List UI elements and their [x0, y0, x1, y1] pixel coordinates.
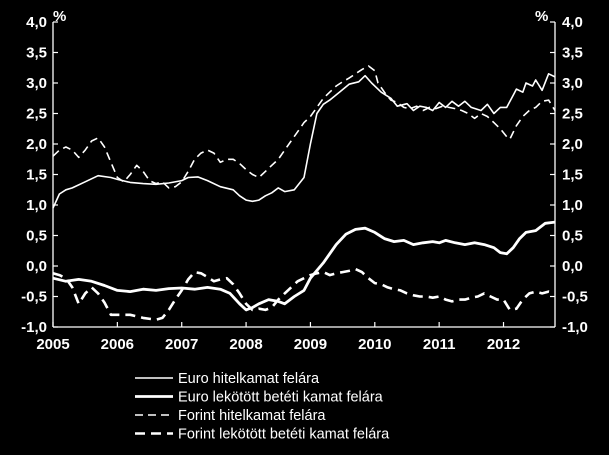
- right-y-tick-label: 3,5: [562, 45, 583, 62]
- right-y-tick-label: 2,0: [562, 136, 583, 153]
- right-y-tick-label: 1,5: [562, 167, 583, 184]
- right-y-tick-label: 3,0: [562, 75, 583, 92]
- left-y-tick-label: 0,0: [26, 258, 47, 275]
- left-y-tick-label: 1,0: [26, 197, 47, 214]
- left-y-tick-label: 2,0: [26, 136, 47, 153]
- left-y-tick-label: -1,0: [21, 319, 47, 336]
- left-y-tick-label: 2,5: [26, 106, 47, 123]
- x-tick-label: 2009: [294, 336, 327, 353]
- legend-label-4: Forint lekötött betéti kamat felára: [178, 427, 390, 443]
- x-tick-label: 2005: [36, 336, 69, 353]
- series-4-line: [52, 267, 556, 321]
- x-tick-label: 2007: [165, 336, 198, 353]
- left-y-tick-label: -0,5: [21, 289, 47, 306]
- legend-label-2: Euro lekötött betéti kamat felára: [178, 390, 384, 406]
- left-y-tick-label: 4,0: [26, 14, 47, 31]
- right-y-tick-label: 0,5: [562, 228, 583, 245]
- legend-label-3: Forint hitelkamat felára: [178, 408, 326, 424]
- x-tick-label: 2006: [101, 336, 134, 353]
- left-y-tick-label: 3,5: [26, 45, 47, 62]
- left-y-unit: %: [53, 8, 66, 25]
- series-2-line: [52, 220, 556, 312]
- right-y-tick-label: -0,5: [562, 289, 588, 306]
- right-y-unit: %: [535, 8, 548, 25]
- legend: Euro hitelkamat felára Euro lekötött beté…: [135, 371, 390, 443]
- x-tick-label: 2012: [487, 336, 520, 353]
- legend-label-1: Euro hitelkamat felára: [178, 371, 320, 387]
- right-y-tick-label: 0,0: [562, 258, 583, 275]
- right-y-tick-label: 1,0: [562, 197, 583, 214]
- x-tick-label: 2011: [423, 336, 456, 353]
- series-3-line: [52, 65, 556, 189]
- x-tick-label: 2010: [358, 336, 391, 353]
- x-tick-label: 2008: [229, 336, 262, 353]
- right-y-tick-label: 4,0: [562, 14, 583, 31]
- right-y-tick-label: -1,0: [562, 319, 588, 336]
- left-y-tick-label: 1,5: [26, 167, 47, 184]
- left-y-tick-label: 0,5: [26, 228, 47, 245]
- left-y-tick-label: 3,0: [26, 75, 47, 92]
- right-y-tick-label: 2,5: [562, 106, 583, 123]
